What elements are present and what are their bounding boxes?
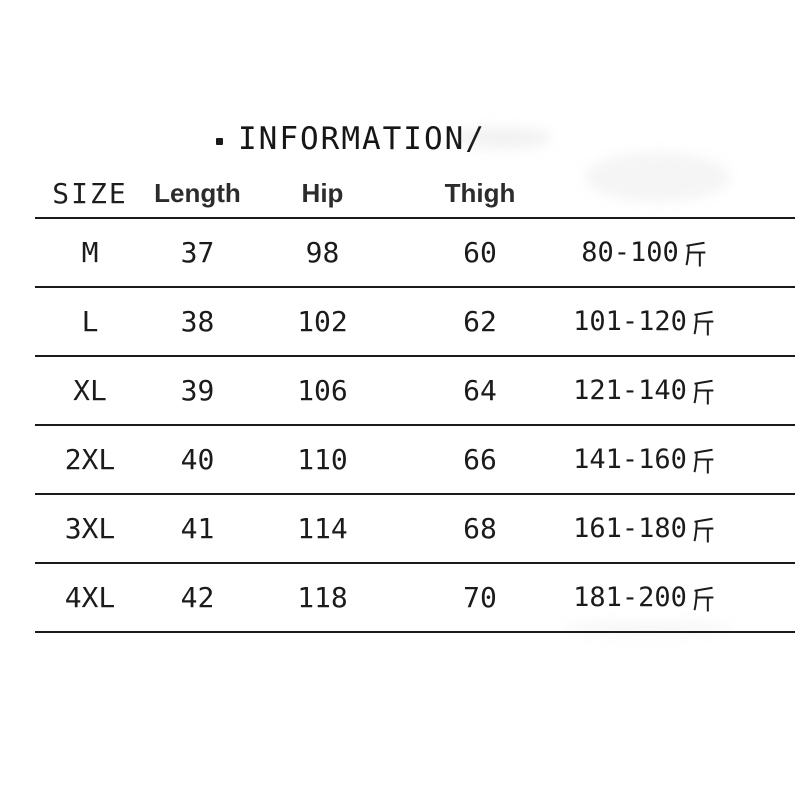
jin-unit-icon xyxy=(693,517,714,542)
weight-range: 141-160 xyxy=(573,444,687,475)
weight-cell: 121-140 xyxy=(565,375,725,406)
column-header-hip: Hip xyxy=(301,177,344,208)
length-cell: 42 xyxy=(180,581,215,614)
weight-cell: 181-200 xyxy=(565,582,725,613)
table-row: 2XL 40 110 66 141-160 xyxy=(35,426,795,495)
erased-text-smudge xyxy=(452,127,552,149)
hip-cell: 110 xyxy=(297,443,348,476)
page-title: INFORMATION/ xyxy=(216,118,486,160)
weight-range: 181-200 xyxy=(573,582,687,613)
column-header-size: SIZE xyxy=(52,176,128,210)
weight-range: 80-100 xyxy=(581,237,679,268)
table-header-row: SIZE Length Hip Thigh xyxy=(35,169,795,219)
thigh-cell: 68 xyxy=(463,512,497,545)
weight-cell: 80-100 xyxy=(565,237,725,268)
page-title-text: INFORMATION/ xyxy=(238,121,486,157)
jin-unit-icon xyxy=(693,586,714,611)
size-cell: 3XL xyxy=(64,512,116,545)
hip-cell: 106 xyxy=(297,374,348,407)
erased-header-smudge xyxy=(585,152,730,202)
length-cell: 39 xyxy=(180,374,215,407)
column-header-thigh: Thigh xyxy=(444,177,516,208)
length-cell: 37 xyxy=(180,236,215,269)
thigh-cell: 62 xyxy=(463,305,497,338)
weight-cell: 101-120 xyxy=(565,306,725,337)
weight-cell: 141-160 xyxy=(565,444,725,475)
table-row: M 37 98 60 80-100 xyxy=(35,219,795,288)
table-row: L 38 102 62 101-120 xyxy=(35,288,795,357)
length-cell: 40 xyxy=(180,443,215,476)
weight-cell: 161-180 xyxy=(565,513,725,544)
size-table: SIZE Length Hip Thigh M 37 98 60 80-100 … xyxy=(35,169,795,633)
weight-range: 121-140 xyxy=(573,375,687,406)
weight-range: 161-180 xyxy=(573,513,687,544)
jin-unit-icon xyxy=(693,310,714,335)
thigh-cell: 70 xyxy=(463,581,497,614)
weight-range: 101-120 xyxy=(573,306,687,337)
hip-cell: 102 xyxy=(297,305,348,338)
column-header-length: Length xyxy=(154,177,241,208)
table-row: XL 39 106 64 121-140 xyxy=(35,357,795,426)
title-bullet-icon xyxy=(216,137,223,145)
jin-unit-icon xyxy=(693,379,714,404)
size-cell: L xyxy=(81,305,99,338)
thigh-cell: 64 xyxy=(463,374,497,407)
size-cell: XL xyxy=(73,374,107,407)
thigh-cell: 66 xyxy=(463,443,497,476)
table-row: 4XL 42 118 70 181-200 xyxy=(35,564,795,633)
hip-cell: 98 xyxy=(305,236,340,269)
size-cell: 2XL xyxy=(64,443,116,476)
length-cell: 41 xyxy=(180,512,215,545)
length-cell: 38 xyxy=(180,305,215,338)
size-cell: M xyxy=(81,236,99,269)
hip-cell: 118 xyxy=(297,581,348,614)
jin-unit-icon xyxy=(685,241,706,266)
size-cell: 4XL xyxy=(64,581,116,614)
jin-unit-icon xyxy=(693,448,714,473)
hip-cell: 114 xyxy=(297,512,348,545)
thigh-cell: 60 xyxy=(463,236,497,269)
table-row: 3XL 41 114 68 161-180 xyxy=(35,495,795,564)
